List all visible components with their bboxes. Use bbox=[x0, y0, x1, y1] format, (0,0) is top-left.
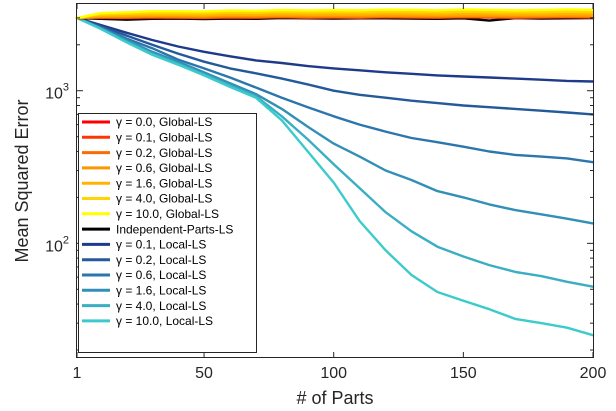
legend: γ = 0.0, Global-LSγ = 0.1, Global-LSγ = … bbox=[78, 113, 257, 353]
x-tick-label: 150 bbox=[450, 365, 477, 382]
legend-label-gamma-10-0-global-ls: γ = 10.0, Global-LS bbox=[116, 207, 219, 221]
series-line-gamma-0-6-global-ls bbox=[75, 14, 595, 20]
legend-label-gamma-10-0-local-ls: γ = 10.0, Local-LS bbox=[116, 314, 213, 328]
legend-label-gamma-0-1-global-ls: γ = 0.1, Global-LS bbox=[116, 131, 212, 145]
x-axis-label: # of Parts bbox=[296, 388, 373, 408]
series-line-gamma-0-6-local-ls bbox=[75, 16, 595, 164]
x-tick-label: 100 bbox=[320, 365, 347, 382]
series-layer bbox=[75, 8, 595, 337]
x-tick-label: 50 bbox=[195, 365, 213, 382]
legend-label-gamma-0-6-global-ls: γ = 0.6, Global-LS bbox=[116, 161, 212, 175]
series-line-gamma-1-6-global-ls bbox=[75, 12, 595, 20]
series-line-gamma-10-0-local-ls bbox=[75, 16, 595, 337]
legend-label-gamma-1-6-global-ls: γ = 1.6, Global-LS bbox=[116, 176, 212, 190]
series-line-gamma-10-0-global-ls bbox=[75, 8, 595, 20]
series-line-gamma-0-2-local-ls bbox=[75, 16, 595, 116]
legend-label-gamma-0-0-global-ls: γ = 0.0, Global-LS bbox=[116, 115, 212, 129]
y-axis-label: Mean Squared Error bbox=[12, 99, 32, 262]
series-line-gamma-4-0-global-ls bbox=[75, 10, 595, 20]
series-line-gamma-0-1-local-ls bbox=[75, 16, 595, 83]
legend-label-gamma-0-1-local-ls: γ = 0.1, Local-LS bbox=[116, 238, 206, 252]
legend-label-independent-parts-ls: Independent-Parts-LS bbox=[116, 222, 233, 236]
plot-area-frame bbox=[76, 3, 594, 358]
x-tick-label: 200 bbox=[580, 365, 607, 382]
legend-label-gamma-1-6-local-ls: γ = 1.6, Local-LS bbox=[116, 284, 206, 298]
x-tick-label: 1 bbox=[73, 365, 82, 382]
series-line-gamma-1-6-local-ls bbox=[75, 16, 595, 225]
legend-label-gamma-4-0-local-ls: γ = 4.0, Local-LS bbox=[116, 299, 206, 313]
legend-label-gamma-0-2-global-ls: γ = 0.2, Global-LS bbox=[116, 146, 212, 160]
legend-label-gamma-0-6-local-ls: γ = 0.6, Local-LS bbox=[116, 268, 206, 282]
legend-label-gamma-0-2-local-ls: γ = 0.2, Local-LS bbox=[116, 253, 206, 267]
legend-label-gamma-4-0-global-ls: γ = 4.0, Global-LS bbox=[116, 192, 212, 206]
